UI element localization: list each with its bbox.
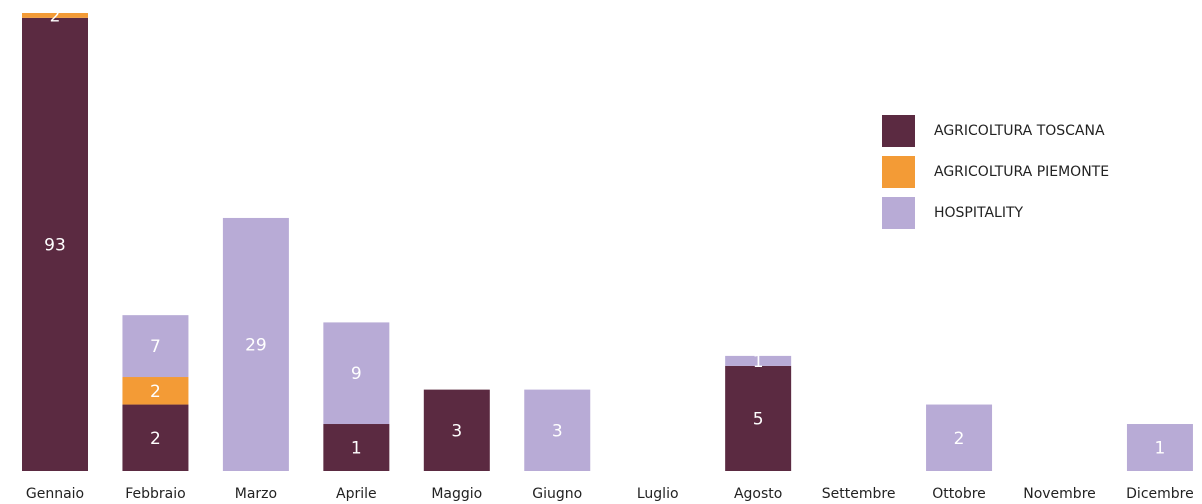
value-label: 9 [351,364,362,384]
x-tick-label: Gennaio [26,486,84,502]
legend-swatch [882,197,915,229]
value-label: 3 [451,421,462,441]
value-label: 5 [753,409,764,429]
x-tick-label: Aprile [336,486,377,502]
legend-swatch [882,156,915,188]
bar-segment [122,404,189,471]
value-label: 93 [44,235,66,255]
value-label: 29 [245,335,267,355]
value-label: 3 [552,421,563,441]
value-label: 2 [150,382,161,402]
legend-label: AGRICOLTURA PIEMONTE [934,164,1109,180]
legend-label: HOSPITALITY [934,205,1024,221]
x-tick-label: Maggio [431,486,482,502]
bar-segment [926,404,993,471]
value-label: 1 [753,352,764,372]
value-label: 1 [351,439,362,459]
x-tick-label: Settembre [822,486,896,502]
bar-segment [323,424,390,471]
x-tick-label: Ottobre [932,486,986,502]
value-label: 2 [954,429,965,449]
bar-segment [122,377,189,405]
value-label: 2 [50,6,61,26]
bar-segment [323,322,390,425]
bar-segment [725,355,792,366]
bar-segment [725,365,792,471]
value-label: 7 [150,337,161,357]
value-label: 1 [1155,439,1166,459]
bar-segment [22,13,88,18]
x-tick-label: Luglio [637,486,679,502]
x-tick-label: Marzo [235,486,277,502]
bar-segment [22,17,88,471]
bar-segment [524,389,591,471]
legend-swatch [882,115,915,147]
value-label: 2 [150,429,161,449]
legend-label: AGRICOLTURA TOSCANA [934,123,1105,139]
x-tick-label: Giugno [532,486,582,502]
x-tick-label: Dicembre [1126,486,1194,502]
bar-segment [1126,424,1193,471]
bar-segment [222,217,289,471]
x-tick-label: Febbraio [125,486,185,502]
x-tick-label: Novembre [1023,486,1096,502]
bar-segment [423,389,490,471]
bar-segment [122,315,189,378]
x-tick-label: Agosto [734,486,782,502]
